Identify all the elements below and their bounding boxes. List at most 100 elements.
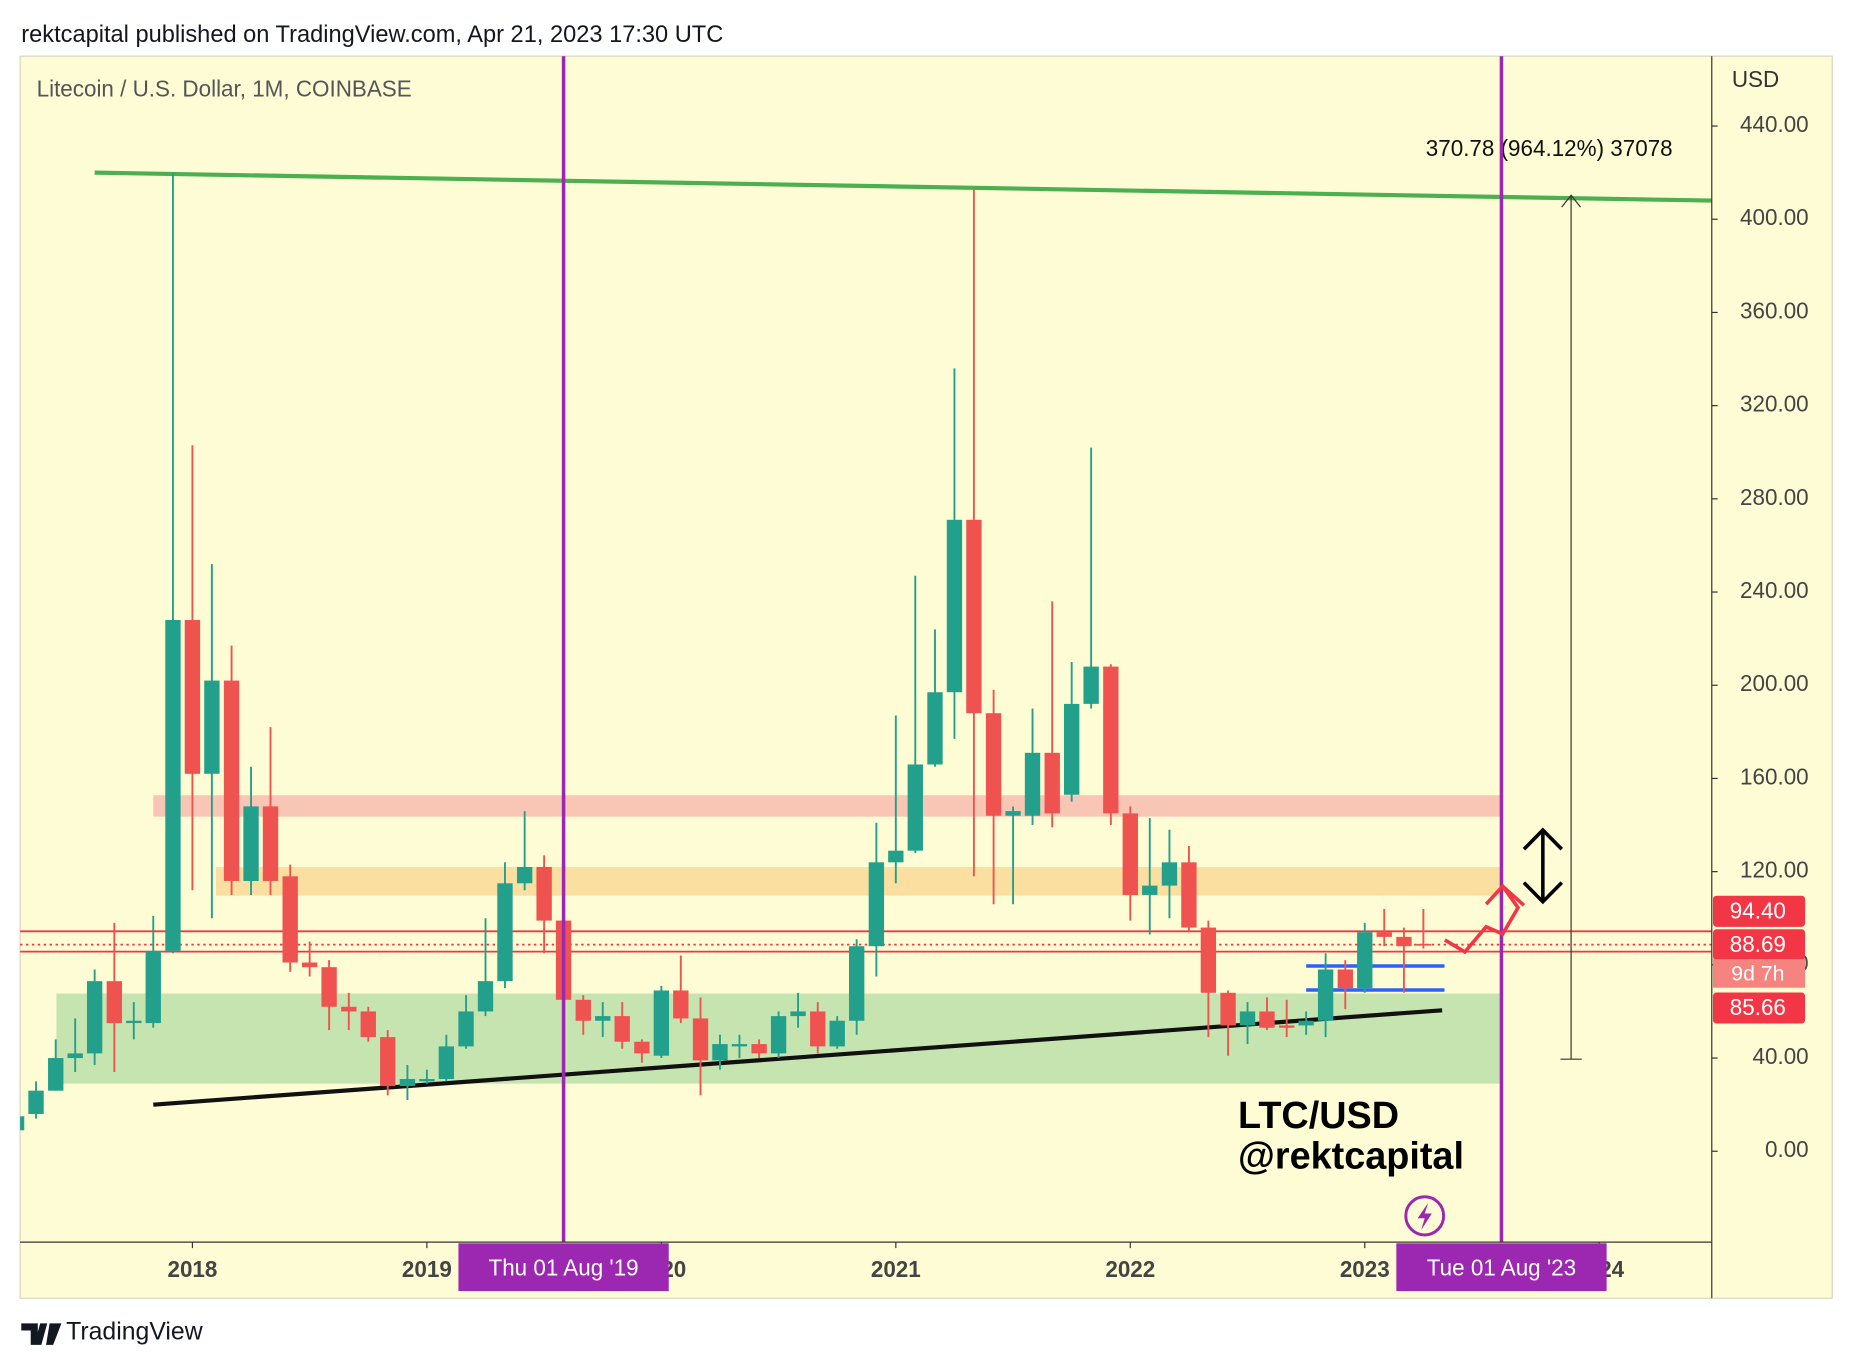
watermark-symbol: LTC/USD xyxy=(1238,1095,1399,1137)
candle-body xyxy=(341,1006,357,1012)
y-tick-label: 280.00 xyxy=(1740,485,1809,510)
candle-body xyxy=(497,883,513,982)
candle-body xyxy=(810,1011,826,1047)
candle-body xyxy=(946,519,963,693)
price-label-box xyxy=(1712,895,1806,927)
candle-body xyxy=(614,1016,630,1042)
y-tick-label: 240.00 xyxy=(1740,578,1809,603)
candle-body xyxy=(48,1058,64,1091)
candle-body xyxy=(868,862,885,947)
candle-body xyxy=(1083,666,1099,704)
x-tick-label: 2019 xyxy=(402,1257,452,1282)
candle-body xyxy=(595,1016,611,1021)
date-label-box xyxy=(1396,1243,1607,1292)
candle-body xyxy=(1298,1020,1314,1026)
candle-body xyxy=(888,850,904,863)
candle-body xyxy=(1142,885,1158,895)
chart-panel xyxy=(19,55,1833,1299)
price-label: 88.69 xyxy=(1730,932,1786,957)
price-label: 94.40 xyxy=(1730,898,1786,923)
candle-body xyxy=(1396,936,1412,947)
candle-body xyxy=(204,680,220,774)
candle-body xyxy=(243,806,259,881)
x-tick-label: 2022 xyxy=(1105,1257,1155,1282)
candle-body xyxy=(477,981,494,1012)
axes: 0.0040.0080.00120.00160.00200.00240.0028… xyxy=(167,112,1809,1292)
candle-body xyxy=(907,764,923,851)
candle-body xyxy=(790,1011,806,1017)
candle-body xyxy=(1181,862,1197,928)
candle-body xyxy=(86,981,103,1054)
candle-body xyxy=(1161,862,1178,886)
symbol-title: Litecoin / U.S. Dollar, 1M, COINBASE xyxy=(37,77,412,102)
y-tick-label: 320.00 xyxy=(1740,392,1809,417)
date-label: Tue 01 Aug '23 xyxy=(1427,1255,1576,1280)
candle-body xyxy=(360,1011,376,1038)
candle-body xyxy=(985,713,1002,816)
candle-body xyxy=(399,1079,416,1087)
y-tick-label: 360.00 xyxy=(1740,298,1809,323)
date-label-box xyxy=(458,1243,669,1292)
candle-body xyxy=(321,967,337,1007)
candle-body xyxy=(282,876,298,963)
x-tick-label: 2021 xyxy=(871,1257,921,1282)
projection-path xyxy=(1443,883,1526,955)
candle-body xyxy=(145,950,161,1024)
candle-body xyxy=(751,1044,767,1054)
candle-body xyxy=(536,866,552,921)
y-tick-label: 160.00 xyxy=(1740,764,1809,789)
brand-name: TradingView xyxy=(66,1317,203,1345)
candle-body xyxy=(223,680,240,881)
x-tick-label: 2018 xyxy=(167,1257,217,1282)
candle-body xyxy=(575,999,591,1021)
candle-body xyxy=(634,1041,650,1054)
candle-body xyxy=(692,1018,709,1061)
candle-body xyxy=(380,1037,396,1087)
price-label: 85.66 xyxy=(1730,995,1786,1020)
candle-body xyxy=(848,946,865,1021)
watermark-author: @rektcapital xyxy=(1238,1135,1464,1177)
candle-body xyxy=(1376,932,1392,937)
x-tick-label: 2023 xyxy=(1340,1257,1390,1282)
candle-body xyxy=(927,692,943,765)
plot-area: 370.78 (964.12%) 37078 xyxy=(20,56,1712,1243)
candle-body xyxy=(712,1044,728,1061)
candle-body xyxy=(966,519,982,714)
candle-body xyxy=(1064,703,1080,795)
candle-body xyxy=(1200,927,1217,993)
double-arrow xyxy=(1522,827,1564,905)
candle-body xyxy=(770,1016,787,1054)
candle-body xyxy=(1122,813,1138,895)
candle-body xyxy=(1005,811,1021,816)
y-tick-label: 400.00 xyxy=(1740,205,1809,230)
candle-body xyxy=(458,1011,474,1047)
candle-body xyxy=(106,981,123,1024)
candle-body xyxy=(1024,752,1041,816)
candle-body xyxy=(1317,969,1334,1021)
candle-body xyxy=(653,990,670,1056)
trendline xyxy=(94,170,1712,203)
date-label: Thu 01 Aug '19 xyxy=(489,1255,639,1280)
candle-body xyxy=(262,806,279,881)
candle-body xyxy=(673,990,689,1019)
candle-body xyxy=(184,620,201,774)
alert-icon xyxy=(1404,1195,1446,1237)
candle-body xyxy=(1415,943,1432,946)
candle-body xyxy=(419,1079,435,1082)
candle-body xyxy=(67,1053,83,1059)
candle-body xyxy=(438,1046,455,1080)
y-tick-label: 120.00 xyxy=(1740,858,1809,883)
candle-body xyxy=(1279,1025,1295,1028)
candle-body xyxy=(1044,752,1060,814)
candle-body xyxy=(126,1020,142,1024)
price-label-box xyxy=(1712,992,1806,1024)
candle-body xyxy=(1337,969,1353,989)
candle-body xyxy=(301,962,318,968)
candle-body xyxy=(165,620,181,951)
publisher-line: rektcapital published on TradingView.com… xyxy=(21,21,723,48)
candle-body xyxy=(1103,666,1119,814)
zone xyxy=(153,795,1502,817)
candle-body xyxy=(28,1090,44,1114)
